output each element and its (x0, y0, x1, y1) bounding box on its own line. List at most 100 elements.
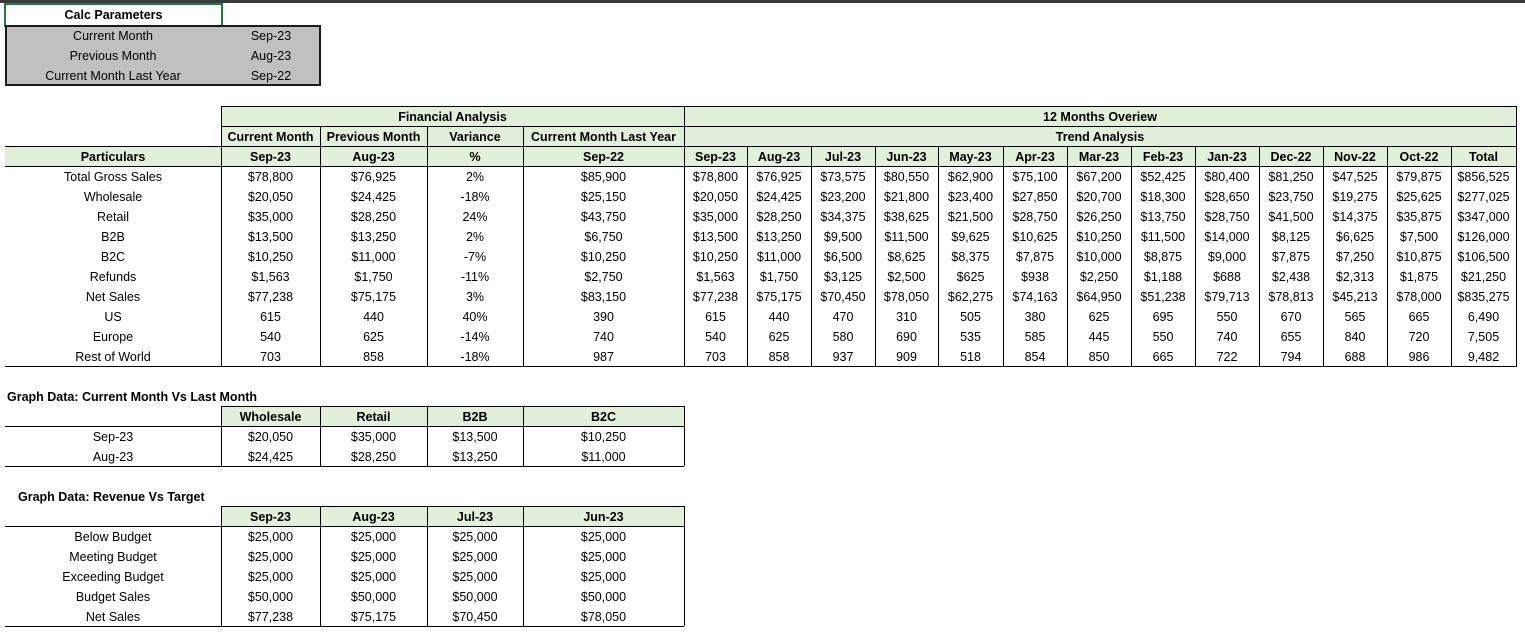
trend-cell[interactable]: $62,275 (947, 290, 994, 304)
trend-cell[interactable]: 550 (1216, 310, 1238, 324)
trend-cell[interactable]: $13,250 (756, 230, 802, 244)
trend-cell[interactable]: 518 (960, 350, 981, 364)
graph-cell[interactable]: $25,000 (452, 530, 498, 544)
trend-cell[interactable]: $277,025 (1457, 190, 1510, 204)
trend-month-header[interactable]: Apr-23 (1015, 150, 1055, 164)
row-label[interactable]: Retail (97, 210, 129, 224)
trend-cell[interactable]: $28,650 (1204, 190, 1250, 204)
row-label[interactable]: US (104, 310, 122, 324)
fa-cell[interactable]: $24,425 (350, 190, 397, 204)
row-label[interactable]: Net Sales (85, 290, 141, 304)
graph-cell[interactable]: $50,000 (247, 590, 294, 604)
trend-cell[interactable]: 565 (1344, 310, 1366, 324)
fa-cell[interactable]: $83,150 (580, 290, 627, 304)
trend-cell[interactable]: $2,250 (1079, 270, 1119, 284)
trend-cell[interactable]: $688 (1213, 270, 1241, 284)
trend-cell[interactable]: $34,375 (820, 210, 866, 224)
calc-param-value[interactable]: Sep-22 (250, 69, 292, 83)
fa-column-period[interactable]: Sep-23 (250, 150, 291, 164)
trend-cell[interactable]: $8,625 (887, 250, 926, 264)
graph-cell[interactable]: $25,000 (452, 570, 498, 584)
fa-cell[interactable]: -18% (460, 190, 490, 204)
trend-cell[interactable]: $73,575 (820, 170, 866, 184)
trend-month-header[interactable]: Jun-23 (886, 150, 927, 164)
trend-cell[interactable]: $6,625 (1335, 230, 1375, 244)
row-label[interactable]: Europe (92, 330, 134, 344)
fa-cell[interactable]: $11,000 (351, 250, 396, 264)
fa-cell[interactable]: -7% (463, 250, 487, 264)
row-label[interactable]: Rest of World (75, 350, 151, 364)
graph-column-header[interactable]: Retail (356, 410, 391, 424)
graph-cell[interactable]: $78,050 (580, 610, 627, 624)
trend-cell[interactable]: $11,000 (756, 250, 802, 264)
graph-column-header[interactable]: Wholesale (239, 410, 302, 424)
trend-cell[interactable]: 580 (832, 330, 854, 344)
trend-cell[interactable]: $25,625 (1396, 190, 1442, 204)
graph-row-label[interactable]: Budget Sales (75, 590, 151, 604)
graph-column-header[interactable]: Sep-23 (250, 510, 291, 524)
graph-column-header[interactable]: B2B (462, 410, 488, 424)
trend-cell[interactable]: $47,525 (1332, 170, 1378, 184)
fa-column-header[interactable]: Current Month (227, 130, 314, 144)
trend-cell[interactable]: $11,500 (884, 230, 929, 244)
trend-cell[interactable]: 585 (1024, 330, 1046, 344)
trend-cell[interactable]: $10,250 (692, 250, 739, 264)
trend-cell[interactable]: 440 (768, 310, 790, 324)
fa-cell[interactable]: $78,800 (247, 170, 294, 184)
trend-cell[interactable]: $106,500 (1457, 250, 1510, 264)
trend-cell[interactable]: $10,875 (1396, 250, 1442, 264)
trend-month-header[interactable]: Sep-23 (695, 150, 736, 164)
fa-cell[interactable]: 2% (465, 230, 485, 244)
trend-cell[interactable]: 688 (1344, 350, 1366, 364)
graph-row-label[interactable]: Net Sales (85, 610, 141, 624)
trend-cell[interactable]: 854 (1024, 350, 1046, 364)
fa-cell[interactable]: -14% (460, 330, 490, 344)
trend-cell[interactable]: $856,525 (1457, 170, 1510, 184)
trend-cell[interactable]: $79,875 (1396, 170, 1442, 184)
trend-cell[interactable]: $35,875 (1396, 210, 1442, 224)
fa-cell[interactable]: 3% (465, 290, 485, 304)
trend-month-header[interactable]: Feb-23 (1142, 150, 1184, 164)
trend-cell[interactable]: $2,438 (1271, 270, 1311, 284)
graph-row-label[interactable]: Sep-23 (92, 430, 134, 444)
graph-row-label[interactable]: Below Budget (74, 530, 152, 544)
fa-cell[interactable]: $75,175 (350, 290, 397, 304)
trend-cell[interactable]: 380 (1024, 310, 1046, 324)
graph-cell[interactable]: $50,000 (452, 590, 498, 604)
trend-cell[interactable]: $75,100 (1012, 170, 1058, 184)
fa-cell[interactable]: 2% (465, 170, 485, 184)
fa-cell[interactable]: 24% (462, 210, 488, 224)
trend-month-header[interactable]: Oct-22 (1399, 150, 1439, 164)
fa-cell[interactable]: $28,250 (350, 210, 397, 224)
graph-cell[interactable]: $13,500 (452, 430, 498, 444)
graph-cell[interactable]: $10,250 (580, 430, 627, 444)
graph-cell[interactable]: $50,000 (580, 590, 627, 604)
trend-cell[interactable]: $52,425 (1140, 170, 1186, 184)
trend-cell[interactable]: $8,375 (951, 250, 990, 264)
trend-cell[interactable]: $9,000 (1207, 250, 1247, 264)
fa-cell[interactable]: 625 (363, 330, 384, 344)
fa-cell[interactable]: $2,750 (584, 270, 623, 284)
graph-column-header[interactable]: Jun-23 (583, 510, 624, 524)
trend-cell[interactable]: $45,213 (1332, 290, 1378, 304)
trend-cell[interactable]: $7,250 (1335, 250, 1375, 264)
graph-cell[interactable]: $25,000 (350, 550, 397, 564)
trend-cell[interactable]: 840 (1344, 330, 1366, 344)
trend-cell[interactable]: 722 (1216, 350, 1238, 364)
fa-cell[interactable]: $13,250 (350, 230, 397, 244)
trend-month-header[interactable]: Jul-23 (824, 150, 862, 164)
graph-column-header[interactable]: B2C (590, 410, 616, 424)
trend-month-header[interactable]: May-23 (949, 150, 992, 164)
trend-cell[interactable]: $7,500 (1399, 230, 1439, 244)
fa-cell[interactable]: 987 (593, 350, 614, 364)
trend-month-header[interactable]: Dec-22 (1270, 150, 1312, 164)
trend-cell[interactable]: $78,800 (692, 170, 739, 184)
particulars-header[interactable]: Particulars (80, 150, 146, 164)
fa-cell[interactable]: $20,050 (247, 190, 294, 204)
trend-month-header[interactable]: Mar-23 (1078, 150, 1120, 164)
trend-cell[interactable]: 9,482 (1467, 350, 1500, 364)
trend-cell[interactable]: $75,175 (756, 290, 802, 304)
trend-cell[interactable]: 550 (1152, 330, 1174, 344)
fa-cell[interactable]: 390 (593, 310, 614, 324)
fa-cell[interactable]: 858 (363, 350, 384, 364)
